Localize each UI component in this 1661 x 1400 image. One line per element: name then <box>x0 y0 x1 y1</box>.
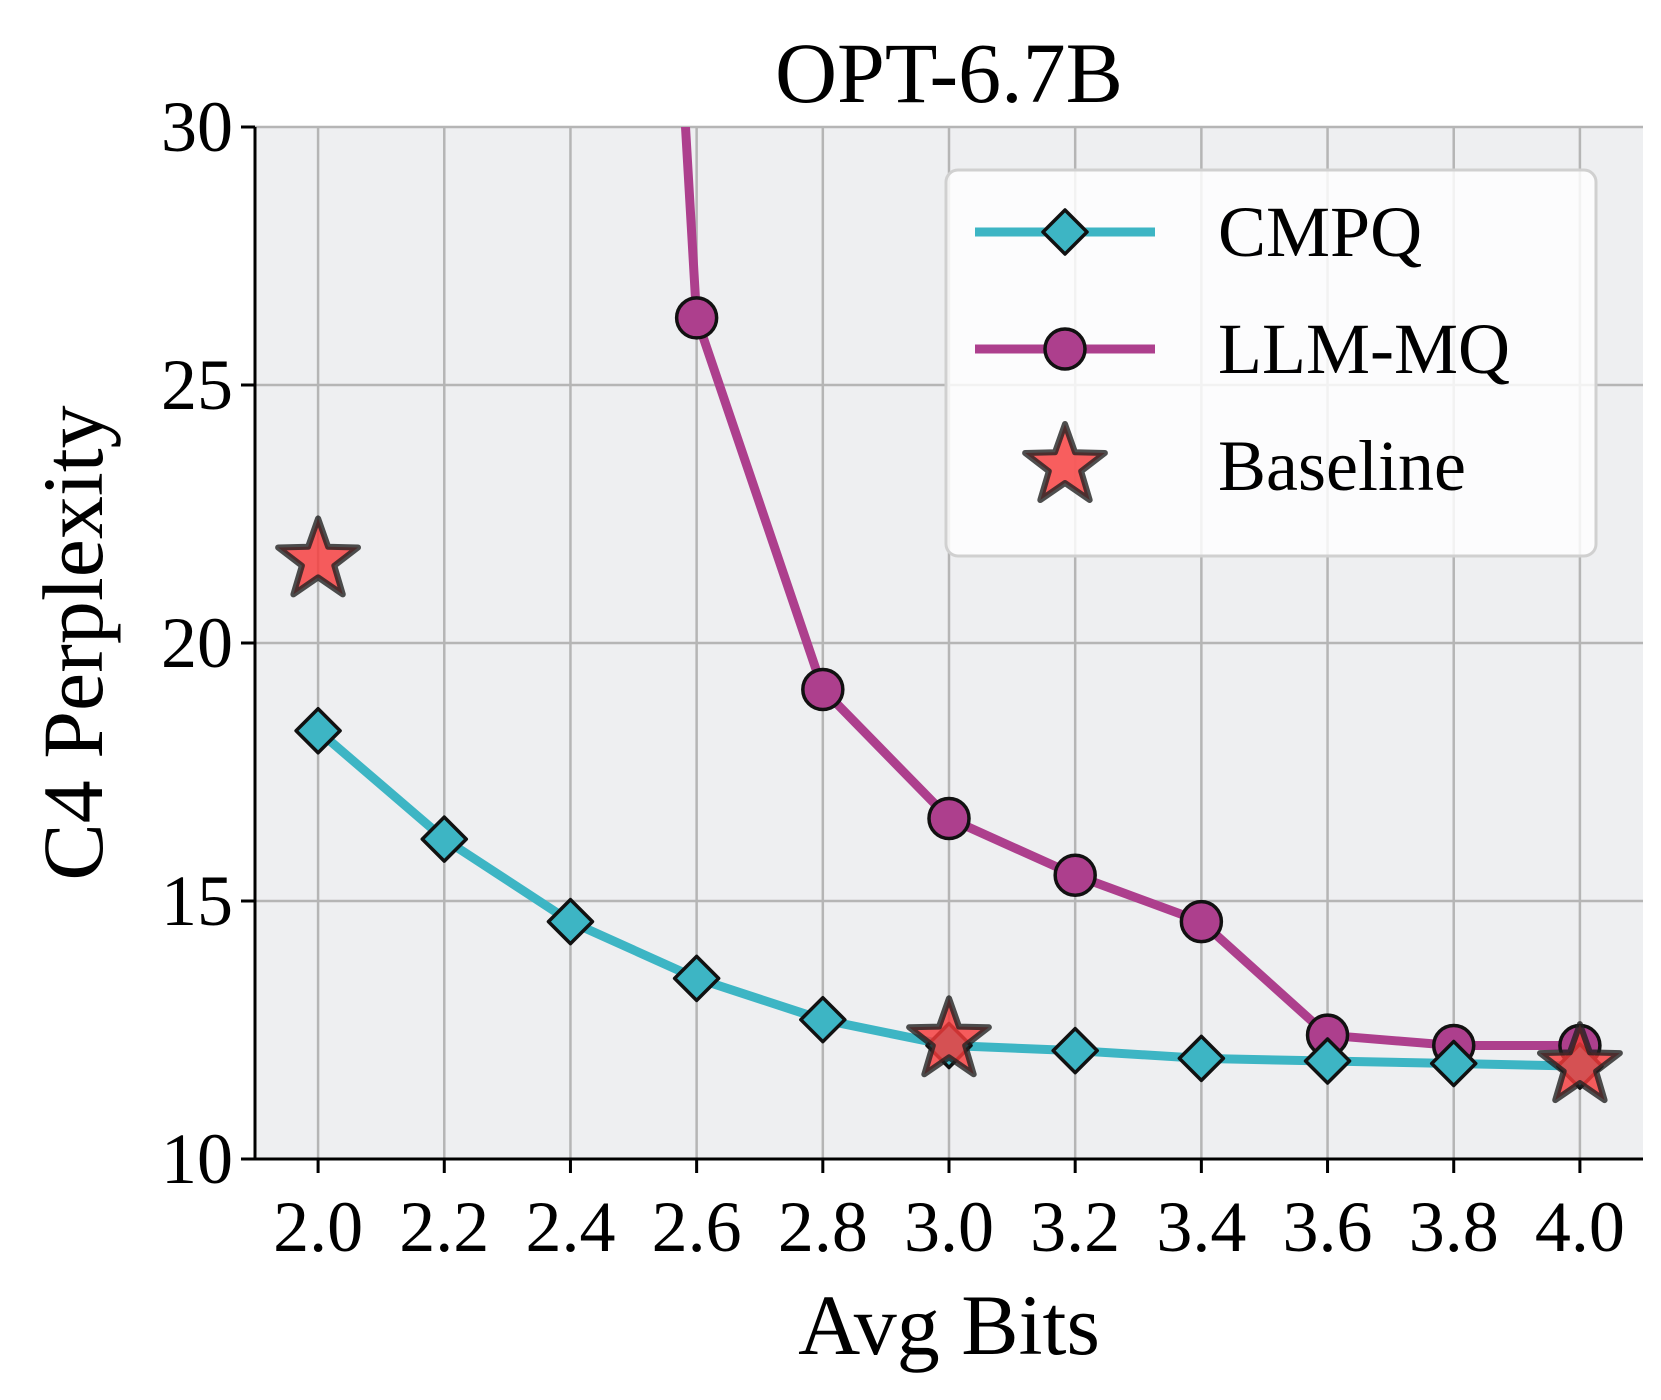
cmpq-point <box>1177 1034 1226 1083</box>
y-tick-label: 15 <box>161 861 233 941</box>
llm-mq-point <box>1179 899 1224 944</box>
x-tick-label: 3.2 <box>1030 1187 1120 1267</box>
legend-label-cmpq: CMPQ <box>1218 192 1422 272</box>
x-tick-label: 2.6 <box>652 1187 742 1267</box>
cmpq-point <box>799 995 847 1044</box>
x-tick-label: 4.0 <box>1535 1187 1625 1267</box>
llm-mq-point <box>927 796 971 841</box>
x-tick-label: 3.4 <box>1156 1187 1246 1267</box>
legend-label-llm-mq: LLM-MQ <box>1218 309 1510 389</box>
legend-marker-baseline <box>1022 421 1108 503</box>
cmpq-point <box>672 954 721 1003</box>
x-axis-title: Avg Bits <box>798 1277 1100 1373</box>
ticks: 2.0 2.2 2.4 2.6 2.8 3.0 3.2 3.4 3.6 3.8 4.0 10 15 20 2… <box>161 87 1625 1267</box>
cmpq-point <box>420 815 469 863</box>
cmpq-point <box>1429 1039 1478 1088</box>
x-tick-label: 2.2 <box>399 1187 489 1267</box>
baseline-point <box>1537 1021 1623 1104</box>
y-tick-label: 10 <box>161 1119 233 1199</box>
chart-title: OPT-6.7B <box>775 25 1123 121</box>
y-tick-label: 25 <box>161 345 233 425</box>
legend-marker-cmpq <box>1041 208 1089 256</box>
markers <box>275 296 1623 1104</box>
llm-mq-point <box>801 667 845 712</box>
cmpq-point <box>294 706 342 755</box>
y-axis-title: C4 Perplexity <box>25 405 121 880</box>
legend: CMPQ LLM-MQ Baseline <box>944 168 1598 558</box>
x-tick-label: 3.6 <box>1283 1187 1373 1267</box>
x-tick-label: 2.8 <box>778 1187 868 1267</box>
legend-marker-llm-mq <box>1043 327 1087 371</box>
x-tick-label: 3.8 <box>1409 1187 1499 1267</box>
x-tick-label: 2.4 <box>525 1187 615 1267</box>
legend-label-baseline: Baseline <box>1218 426 1466 506</box>
x-tick-label: 3.0 <box>904 1187 994 1267</box>
cmpq-point <box>546 897 595 946</box>
y-tick-label: 20 <box>161 603 233 683</box>
baseline-point <box>275 515 361 598</box>
cmpq-point <box>1051 1026 1099 1075</box>
llm-mq-point <box>1053 853 1097 897</box>
x-tick-label: 2.0 <box>273 1187 363 1267</box>
llm-mq-point <box>674 296 719 340</box>
cmpq-point <box>1303 1037 1352 1085</box>
legend-box <box>944 168 1598 558</box>
baseline-point <box>906 995 992 1078</box>
y-tick-label: 30 <box>161 87 233 167</box>
